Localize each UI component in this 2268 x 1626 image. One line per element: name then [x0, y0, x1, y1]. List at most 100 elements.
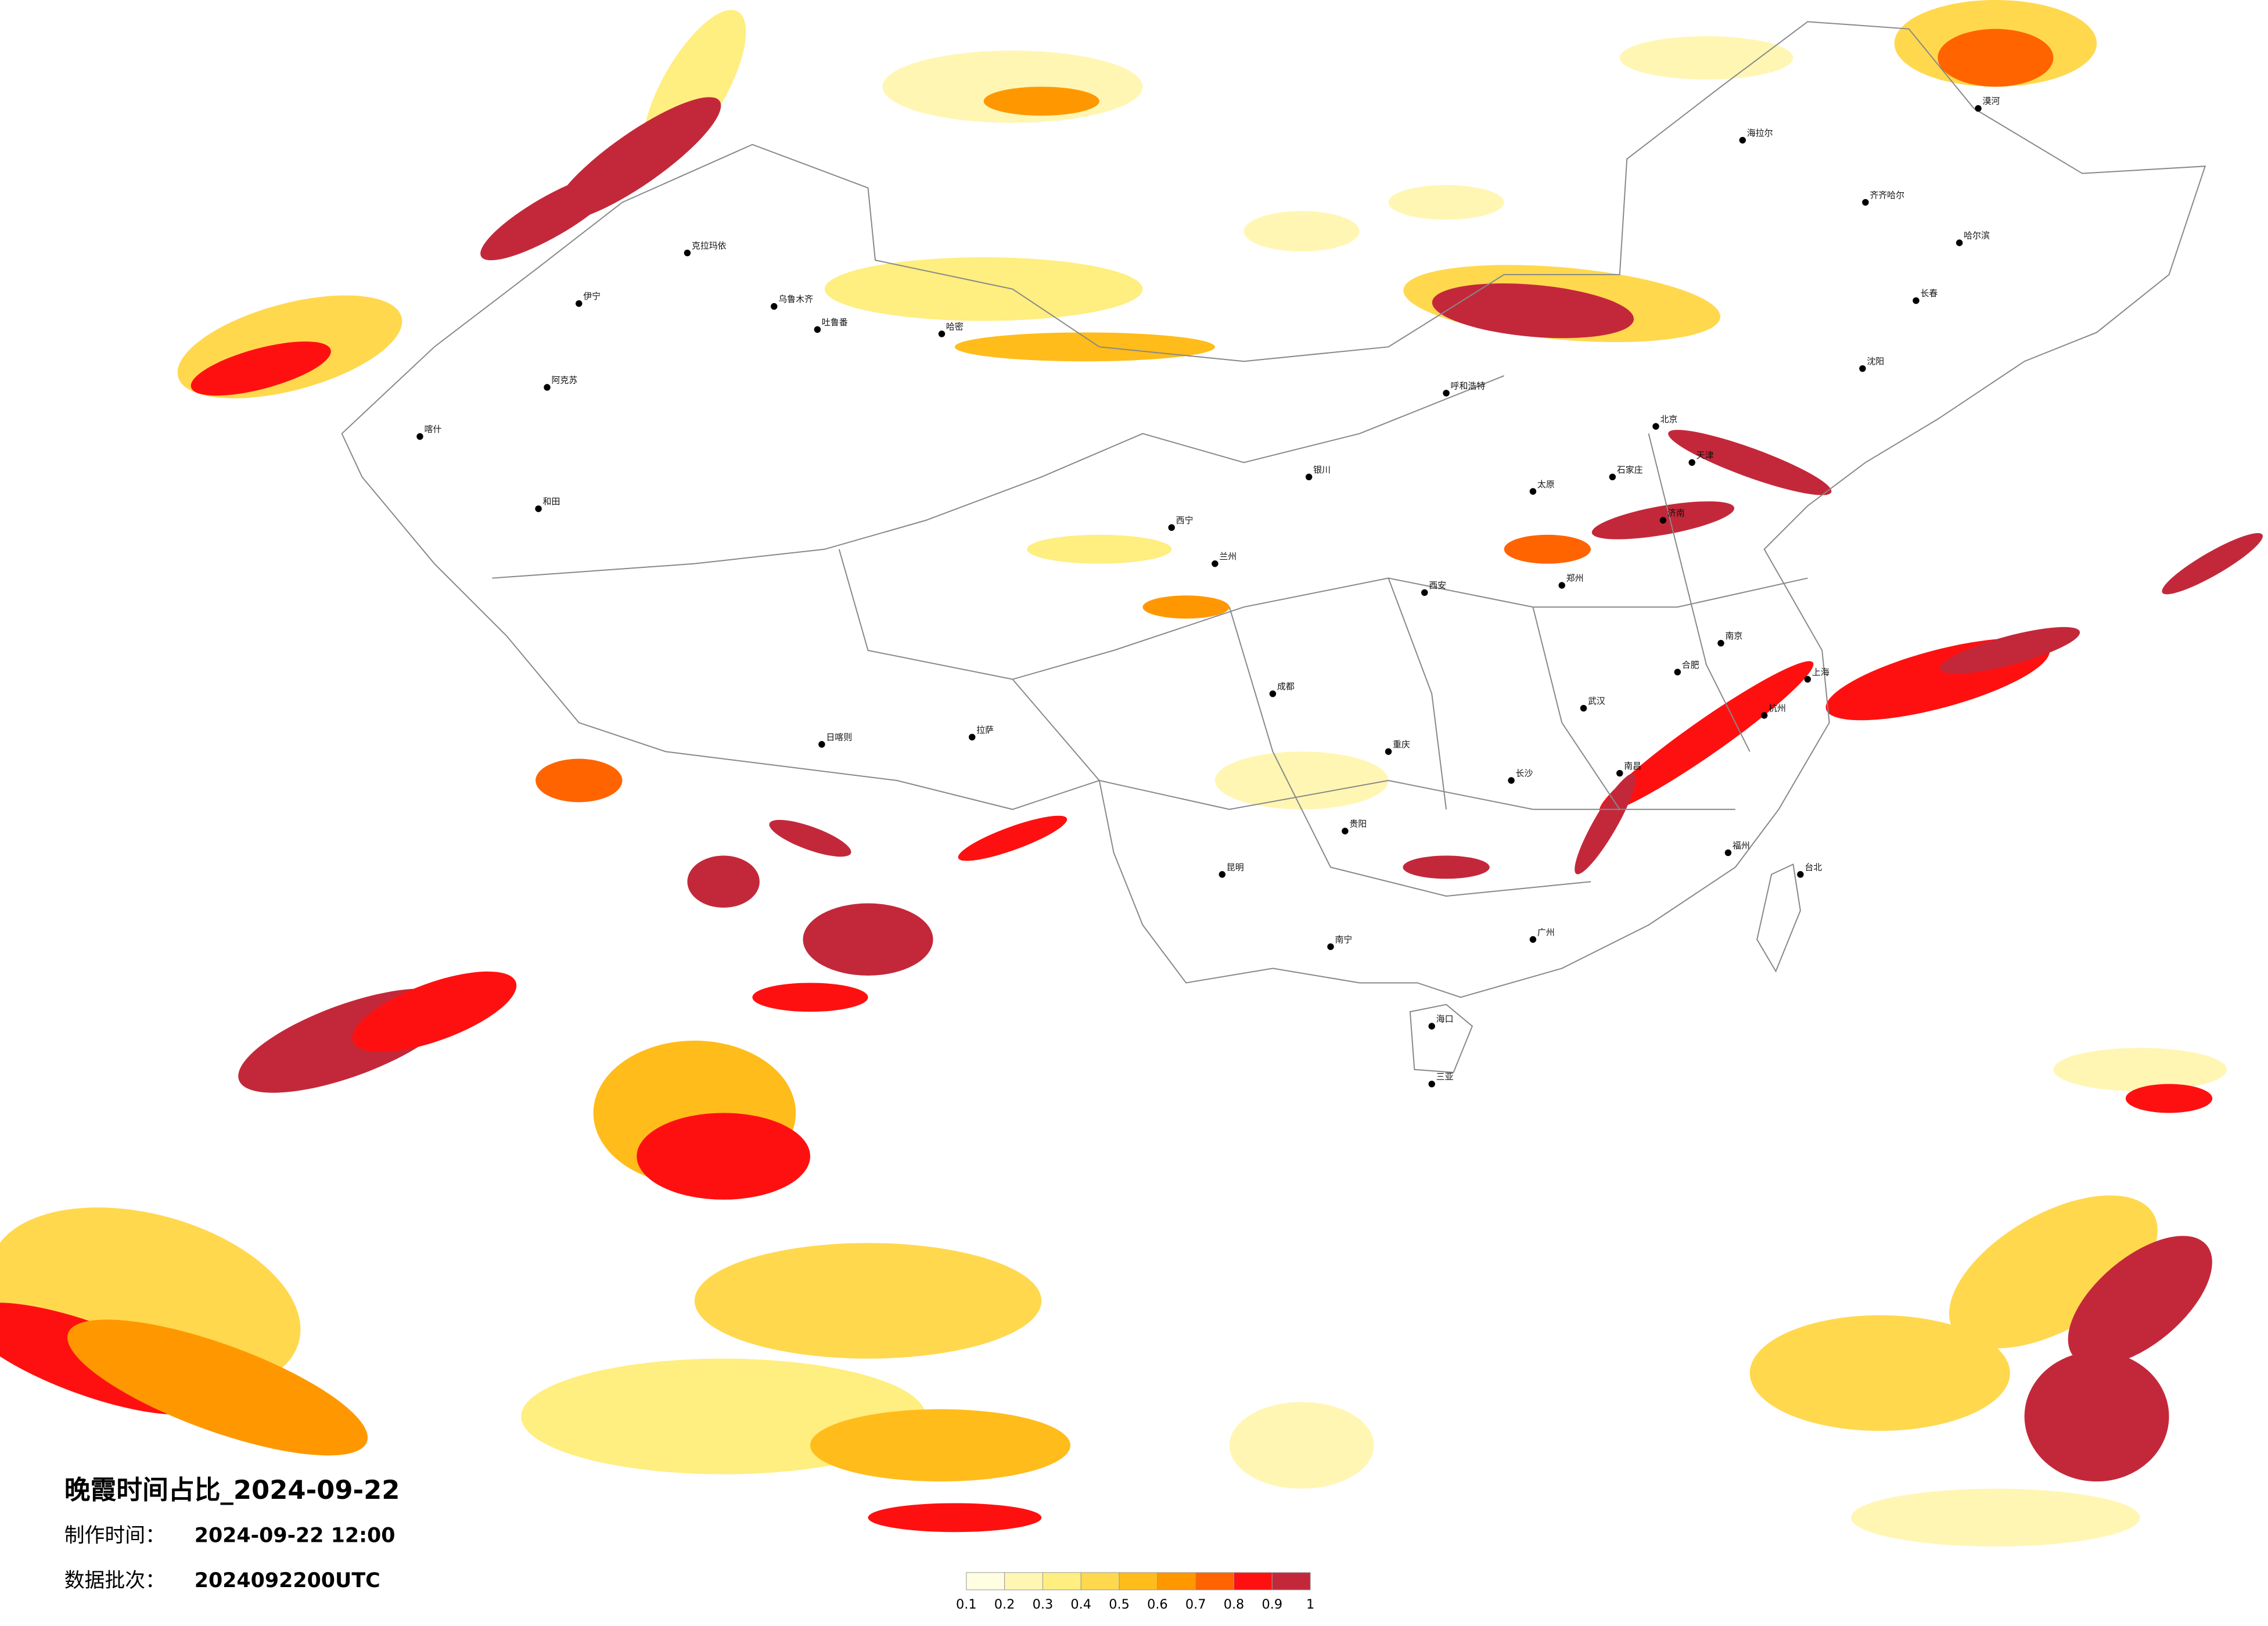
city-dot — [1529, 488, 1537, 495]
city-dot — [1652, 423, 1659, 430]
city-dot — [1674, 668, 1681, 676]
city-dot — [535, 505, 542, 512]
city-label: 银川 — [1313, 465, 1331, 475]
city-label: 贵阳 — [1349, 819, 1367, 829]
city-dot — [1804, 676, 1811, 683]
cloud-blob — [1229, 1402, 1374, 1489]
city-label: 齐齐哈尔 — [1870, 190, 1904, 200]
cloud-blob — [1949, 1195, 2158, 1348]
cloud-blob — [868, 1503, 1042, 1533]
legend-tick-label: 0.4 — [1070, 1597, 1091, 1612]
city-label: 太原 — [1537, 479, 1555, 490]
city-label: 西安 — [1429, 580, 1446, 591]
city-label: 长春 — [1920, 288, 1938, 298]
cloud-blob — [810, 1409, 1070, 1482]
legend-swatch — [1042, 1572, 1081, 1591]
legend-swatch — [1004, 1572, 1043, 1591]
cloud-blob — [752, 983, 868, 1012]
cloud-blob — [2053, 1048, 2227, 1092]
batch-label: 数据批次： — [64, 1569, 166, 1592]
city-dot — [1616, 769, 1623, 777]
legend-tick-label: 1 — [1306, 1597, 1314, 1612]
legend: 0.1 0.2 0.3 0.4 0.5 0.6 0.7 0.8 0.9 1 — [956, 1572, 1314, 1612]
city-label: 南昌 — [1624, 761, 1641, 771]
city-label: 克拉玛依 — [692, 240, 727, 251]
country-border — [341, 21, 2206, 998]
city-dot — [1168, 524, 1175, 531]
city-dot — [1508, 777, 1515, 784]
city-label: 乌鲁木齐 — [778, 294, 813, 304]
legend-swatch — [1271, 1572, 1311, 1591]
legend-swatch — [1119, 1572, 1158, 1591]
city-label: 长沙 — [1516, 768, 1533, 779]
cloud-blob — [983, 87, 1099, 116]
city-dot — [969, 733, 976, 741]
legend-swatch — [1195, 1572, 1235, 1591]
city-label: 杭州 — [1769, 703, 1786, 714]
cloud-blob — [1850, 1488, 2140, 1547]
city-label: 日喀则 — [826, 732, 852, 742]
city-dot — [1421, 589, 1428, 596]
city-dot — [1385, 748, 1392, 755]
legend-swatch — [966, 1572, 1005, 1591]
city-dot — [1580, 704, 1587, 712]
cloud-blob — [1142, 595, 1230, 619]
legend-tick-label: 0.9 — [1262, 1597, 1283, 1612]
city-label: 福州 — [1733, 840, 1750, 851]
cloud-blob — [2068, 1236, 2212, 1366]
city-dot — [814, 326, 821, 333]
city-label: 呼和浩特 — [1451, 381, 1486, 391]
cloud-blob — [2162, 533, 2263, 595]
city-label: 沈阳 — [1867, 356, 1884, 366]
city-label: 石家庄 — [1617, 465, 1643, 475]
legend-swatch — [1080, 1572, 1120, 1591]
legend-tick-label: 0.2 — [994, 1597, 1015, 1612]
city-dot — [818, 741, 825, 748]
island-border — [1409, 863, 1801, 1073]
batch-value: 2024092200UTC — [195, 1569, 380, 1592]
city-label: 北京 — [1660, 414, 1677, 425]
cloud-blob — [1403, 855, 1490, 879]
cloud-blob — [1619, 36, 1793, 80]
cloud-blob — [1940, 627, 2080, 674]
borders — [341, 21, 2206, 1073]
cloud-blob — [1575, 773, 1636, 875]
cloud-blob — [1599, 661, 1814, 814]
made-label: 制作时间： — [64, 1524, 166, 1548]
city-label: 济南 — [1667, 508, 1685, 519]
city-dot — [1609, 473, 1616, 481]
city-label: 和田 — [543, 497, 560, 507]
cloud-blob — [1749, 1315, 2010, 1431]
city-dot — [1760, 712, 1768, 719]
legend-tick-label: 0.8 — [1224, 1597, 1245, 1612]
cloud-blob — [694, 1243, 1042, 1359]
city-dot — [1862, 199, 1869, 206]
city-dot — [1443, 390, 1450, 397]
cloud-blob — [803, 903, 933, 976]
cloud-blob — [480, 173, 620, 261]
cloud-blob — [191, 341, 331, 396]
cloud-layer — [0, 0, 2263, 1547]
city-dot — [1428, 1023, 1435, 1030]
cloud-blob — [67, 1319, 368, 1456]
city-label: 吐鲁番 — [822, 317, 848, 328]
cloud-blob — [535, 758, 623, 803]
city-dot — [1428, 1080, 1435, 1088]
map-title: 晚霞时间占比_2024-09-22 — [64, 1474, 400, 1505]
legend-tick-label: 0.3 — [1033, 1597, 1054, 1612]
cloud-blob — [687, 855, 760, 908]
city-dot — [1913, 297, 1920, 304]
city-label: 喀什 — [424, 424, 441, 434]
cloud-blob — [1214, 751, 1389, 810]
city-label: 台北 — [1805, 862, 1822, 872]
city-dot — [416, 433, 423, 440]
city-dot — [1558, 582, 1565, 589]
city-dot — [1659, 517, 1667, 524]
city-dot — [1956, 239, 1963, 246]
city-dot — [1219, 871, 1226, 878]
city-label: 成都 — [1277, 681, 1295, 692]
city-label: 上海 — [1812, 667, 1830, 677]
